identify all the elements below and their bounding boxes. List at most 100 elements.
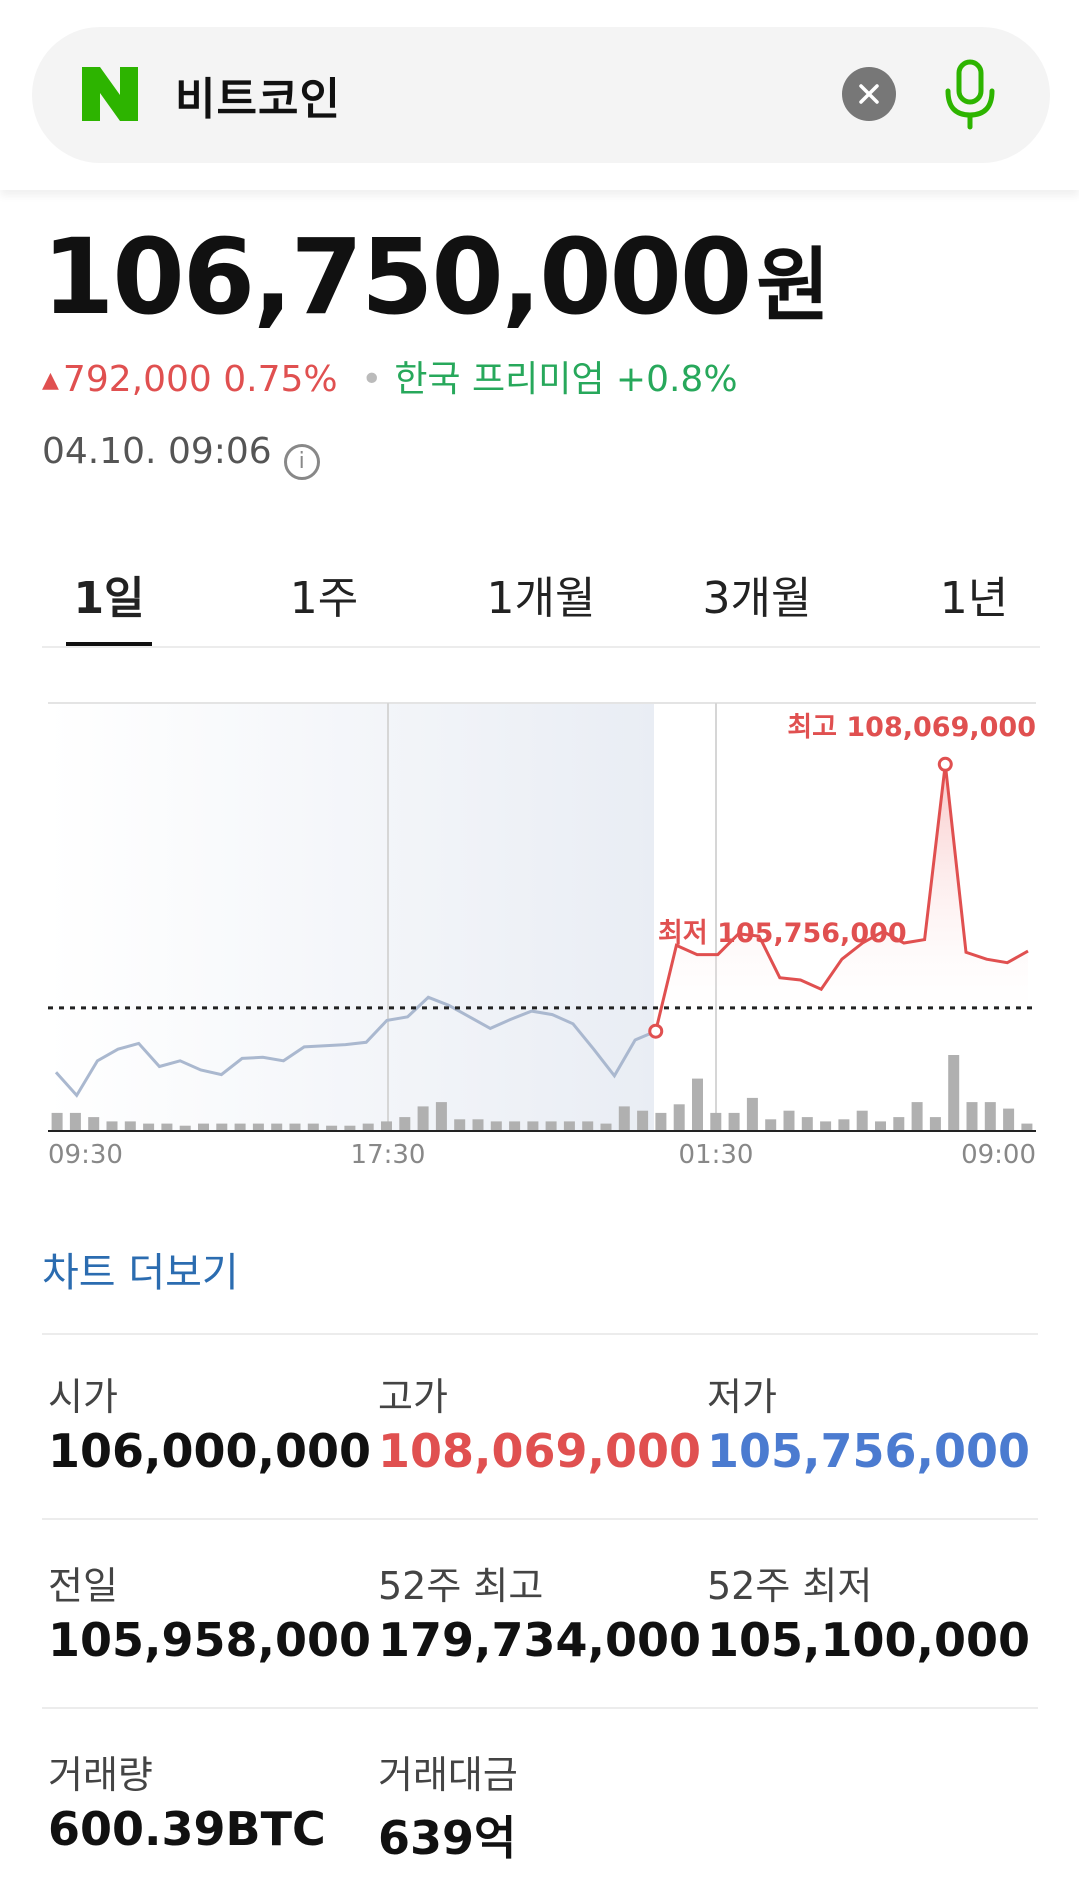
volume-bar xyxy=(472,1119,484,1130)
current-price: 106,750,000원 xyxy=(42,225,830,329)
x-tick-label: 17:30 xyxy=(351,1140,426,1170)
volume-bar xyxy=(289,1123,301,1130)
open-value: 106,000,000 xyxy=(48,1424,372,1478)
volume-bar xyxy=(1003,1108,1015,1130)
week52-high-value: 179,734,000 xyxy=(378,1613,702,1667)
volume-bar xyxy=(673,1104,685,1130)
volume-bar xyxy=(728,1112,740,1130)
top-bar: 비트코인 xyxy=(0,0,1079,190)
close-icon xyxy=(859,84,879,104)
volume-bar xyxy=(600,1123,612,1130)
tab-1-day[interactable]: 1일 xyxy=(73,573,145,624)
volume-bar xyxy=(252,1123,264,1130)
volume-bar xyxy=(344,1125,356,1130)
change-line: ▲ 792,000 0.75% • 한국 프리미엄 +0.8% xyxy=(42,362,738,398)
volume-bar xyxy=(929,1117,941,1130)
volume-bar xyxy=(490,1121,502,1130)
volume-bar xyxy=(198,1123,209,1130)
volume-bar xyxy=(399,1117,411,1130)
volume-bar xyxy=(783,1110,795,1130)
volume-bar xyxy=(417,1106,429,1130)
open-label: 시가 xyxy=(48,1375,118,1419)
volume-label: 거래량 xyxy=(48,1753,153,1797)
volume-bar xyxy=(143,1123,155,1130)
divider xyxy=(42,1333,1038,1335)
volume-bar xyxy=(820,1121,832,1130)
volume-bar xyxy=(655,1112,667,1130)
volume-bar xyxy=(381,1121,392,1130)
tab-1-month[interactable]: 1개월 xyxy=(486,573,596,624)
volume-bar xyxy=(69,1112,81,1130)
divider xyxy=(42,1707,1038,1709)
volume-bar xyxy=(326,1125,338,1130)
volume-bar xyxy=(234,1123,246,1130)
price-line-after xyxy=(654,764,1029,1032)
low-price-label: 저가 xyxy=(707,1375,777,1419)
low-label: 최저 105,756,000 xyxy=(658,918,907,949)
active-tab-indicator xyxy=(66,642,152,646)
high-price-value: 108,069,000 xyxy=(378,1424,702,1478)
volume-bar xyxy=(307,1123,319,1130)
volume-bar xyxy=(271,1123,283,1130)
volume-bar xyxy=(124,1121,136,1130)
volume-bar xyxy=(545,1121,557,1130)
low-price-value: 105,756,000 xyxy=(707,1424,1031,1478)
volume-bar xyxy=(893,1117,905,1130)
price-area-fill xyxy=(655,764,1028,1032)
volume-bar xyxy=(362,1123,374,1130)
volume-bar xyxy=(856,1110,868,1130)
volume-bar xyxy=(710,1112,722,1130)
volume-bar xyxy=(618,1106,630,1130)
tab-1-week[interactable]: 1주 xyxy=(289,573,359,624)
volume-bar xyxy=(948,1055,960,1130)
search-query[interactable]: 비트코인 xyxy=(175,74,341,125)
volume-bar xyxy=(765,1119,777,1130)
week52-high-label: 52주 최고 xyxy=(378,1564,544,1608)
volume-bar xyxy=(51,1112,63,1130)
microphone-icon[interactable] xyxy=(940,57,1000,131)
clear-search-button[interactable] xyxy=(842,67,896,121)
x-tick-label: 09:00 xyxy=(961,1140,1036,1170)
volume-bar xyxy=(435,1102,447,1130)
change-amount: 792,000 xyxy=(62,359,212,400)
trade-amount-label: 거래대금 xyxy=(378,1753,518,1797)
info-icon[interactable]: i xyxy=(283,444,320,480)
tab-3-months[interactable]: 3개월 xyxy=(702,573,812,624)
separator-dot: • xyxy=(361,359,383,400)
volume-bar xyxy=(875,1121,886,1130)
week52-low-value: 105,100,000 xyxy=(707,1613,1031,1667)
x-tick-label: 09:30 xyxy=(48,1140,123,1170)
price-line-before xyxy=(54,995,657,1098)
volume-bars xyxy=(51,1055,1033,1130)
chart-past-shade xyxy=(48,703,654,1130)
change-percent: 0.75% xyxy=(223,359,338,400)
price-chart[interactable]: 최고 108,069,000 최저 105,756,000 09:30 17:3… xyxy=(42,700,1042,1180)
more-chart-link[interactable]: 차트 더보기 xyxy=(42,1250,239,1296)
high-label: 최고 108,069,000 xyxy=(787,712,1036,743)
volume-bar xyxy=(911,1102,923,1130)
naver-logo-icon[interactable] xyxy=(80,65,140,123)
volume-value: 600.39BTC xyxy=(48,1802,326,1856)
volume-bar xyxy=(984,1102,996,1130)
search-box[interactable]: 비트코인 xyxy=(32,27,1050,163)
timestamp-text: 04.10. 09:06 xyxy=(42,431,272,472)
volume-bar xyxy=(746,1097,758,1130)
volume-bar xyxy=(1021,1123,1033,1130)
volume-bar xyxy=(106,1121,118,1130)
volume-bar xyxy=(563,1121,575,1130)
up-arrow-icon: ▲ xyxy=(42,368,59,393)
volume-bar xyxy=(454,1119,466,1130)
tab-1-year[interactable]: 1년 xyxy=(939,573,1009,624)
volume-bar xyxy=(161,1123,173,1130)
volume-bar xyxy=(801,1117,813,1130)
trade-amount-value: 639억 xyxy=(378,1811,517,1865)
prev-close-value: 105,958,000 xyxy=(48,1613,372,1667)
volume-bar xyxy=(838,1119,850,1130)
volume-bar xyxy=(179,1125,191,1130)
volume-bar xyxy=(527,1121,539,1130)
prev-close-label: 전일 xyxy=(48,1564,118,1608)
volume-bar xyxy=(216,1123,228,1130)
volume-bar xyxy=(966,1102,978,1130)
price-value: 106,750,000 xyxy=(42,216,752,338)
korea-premium: 한국 프리미엄 +0.8% xyxy=(394,359,738,400)
